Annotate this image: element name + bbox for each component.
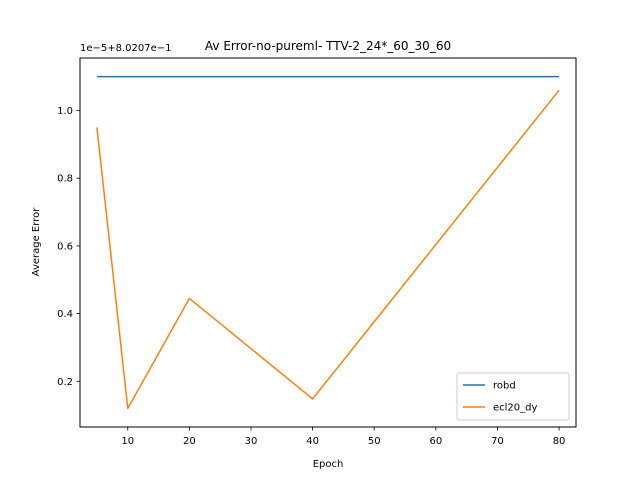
legend: robd ecl20_dy	[456, 372, 570, 421]
y-tick-label: 0.2	[57, 377, 73, 388]
y-tick-label: 0.4	[57, 309, 73, 320]
y-offset-text: 1e−5+8.0207e−1	[80, 43, 172, 54]
legend-label: ecl20_dy	[493, 403, 538, 414]
x-tick-label: 10	[121, 436, 134, 447]
x-axis: 10 20 30 40 50 60 70 80	[121, 427, 565, 447]
series-line-ecl20-dy	[96, 89, 560, 410]
series-layer	[96, 75, 560, 410]
chart-title: Av Error-no-pureml- TTV-2_24*_60_30_60	[205, 39, 451, 53]
y-axis-label: Average Error	[31, 207, 42, 277]
x-tick-label: 30	[245, 436, 258, 447]
x-tick-label: 20	[183, 436, 196, 447]
axes-frame	[79, 57, 577, 428]
x-tick-label: 80	[553, 436, 566, 447]
y-tick-label: 1.0	[57, 106, 73, 117]
y-tick-label: 0.8	[57, 174, 73, 185]
plot-area: 10 20 30 40 50 60 70 80 0.2 0.4 0.6 0.8 1.0	[57, 57, 577, 447]
x-tick-label: 40	[306, 436, 319, 447]
x-axis-label: Epoch	[313, 459, 344, 470]
legend-label: robd	[493, 381, 516, 392]
y-tick-label: 0.6	[57, 241, 73, 252]
x-tick-label: 60	[429, 436, 442, 447]
x-tick-label: 70	[491, 436, 504, 447]
y-axis: 0.2 0.4 0.6 0.8 1.0	[57, 106, 80, 388]
x-tick-label: 50	[368, 436, 381, 447]
